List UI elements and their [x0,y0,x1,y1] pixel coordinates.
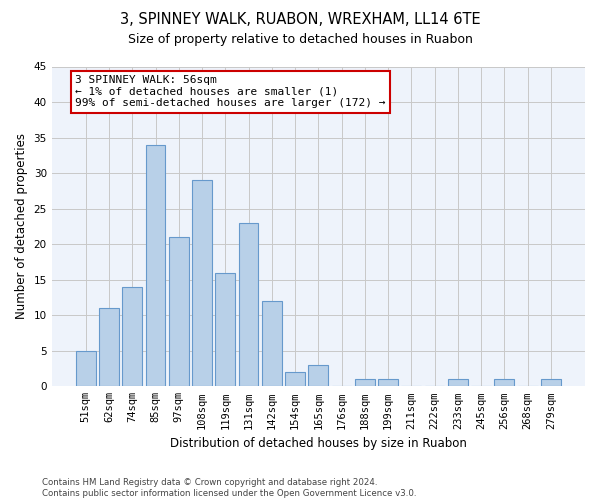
Bar [76,351,95,386]
Bar [122,287,142,386]
Bar [215,272,235,386]
Bar [192,180,212,386]
Bar [239,223,259,386]
Bar [99,308,119,386]
Text: 3 SPINNEY WALK: 56sqm
← 1% of detached houses are smaller (1)
99% of semi-detach: 3 SPINNEY WALK: 56sqm ← 1% of detached h… [76,75,386,108]
Bar [169,237,188,386]
Bar [146,144,166,386]
Bar [262,301,282,386]
Bar [308,365,328,386]
Bar [378,379,398,386]
Bar [355,379,375,386]
Text: Size of property relative to detached houses in Ruabon: Size of property relative to detached ho… [128,32,472,46]
Text: Contains HM Land Registry data © Crown copyright and database right 2024.
Contai: Contains HM Land Registry data © Crown c… [42,478,416,498]
Bar [448,379,468,386]
Bar [541,379,561,386]
Bar [494,379,514,386]
Text: 3, SPINNEY WALK, RUABON, WREXHAM, LL14 6TE: 3, SPINNEY WALK, RUABON, WREXHAM, LL14 6… [119,12,481,28]
Bar [285,372,305,386]
X-axis label: Distribution of detached houses by size in Ruabon: Distribution of detached houses by size … [170,437,467,450]
Y-axis label: Number of detached properties: Number of detached properties [15,134,28,320]
